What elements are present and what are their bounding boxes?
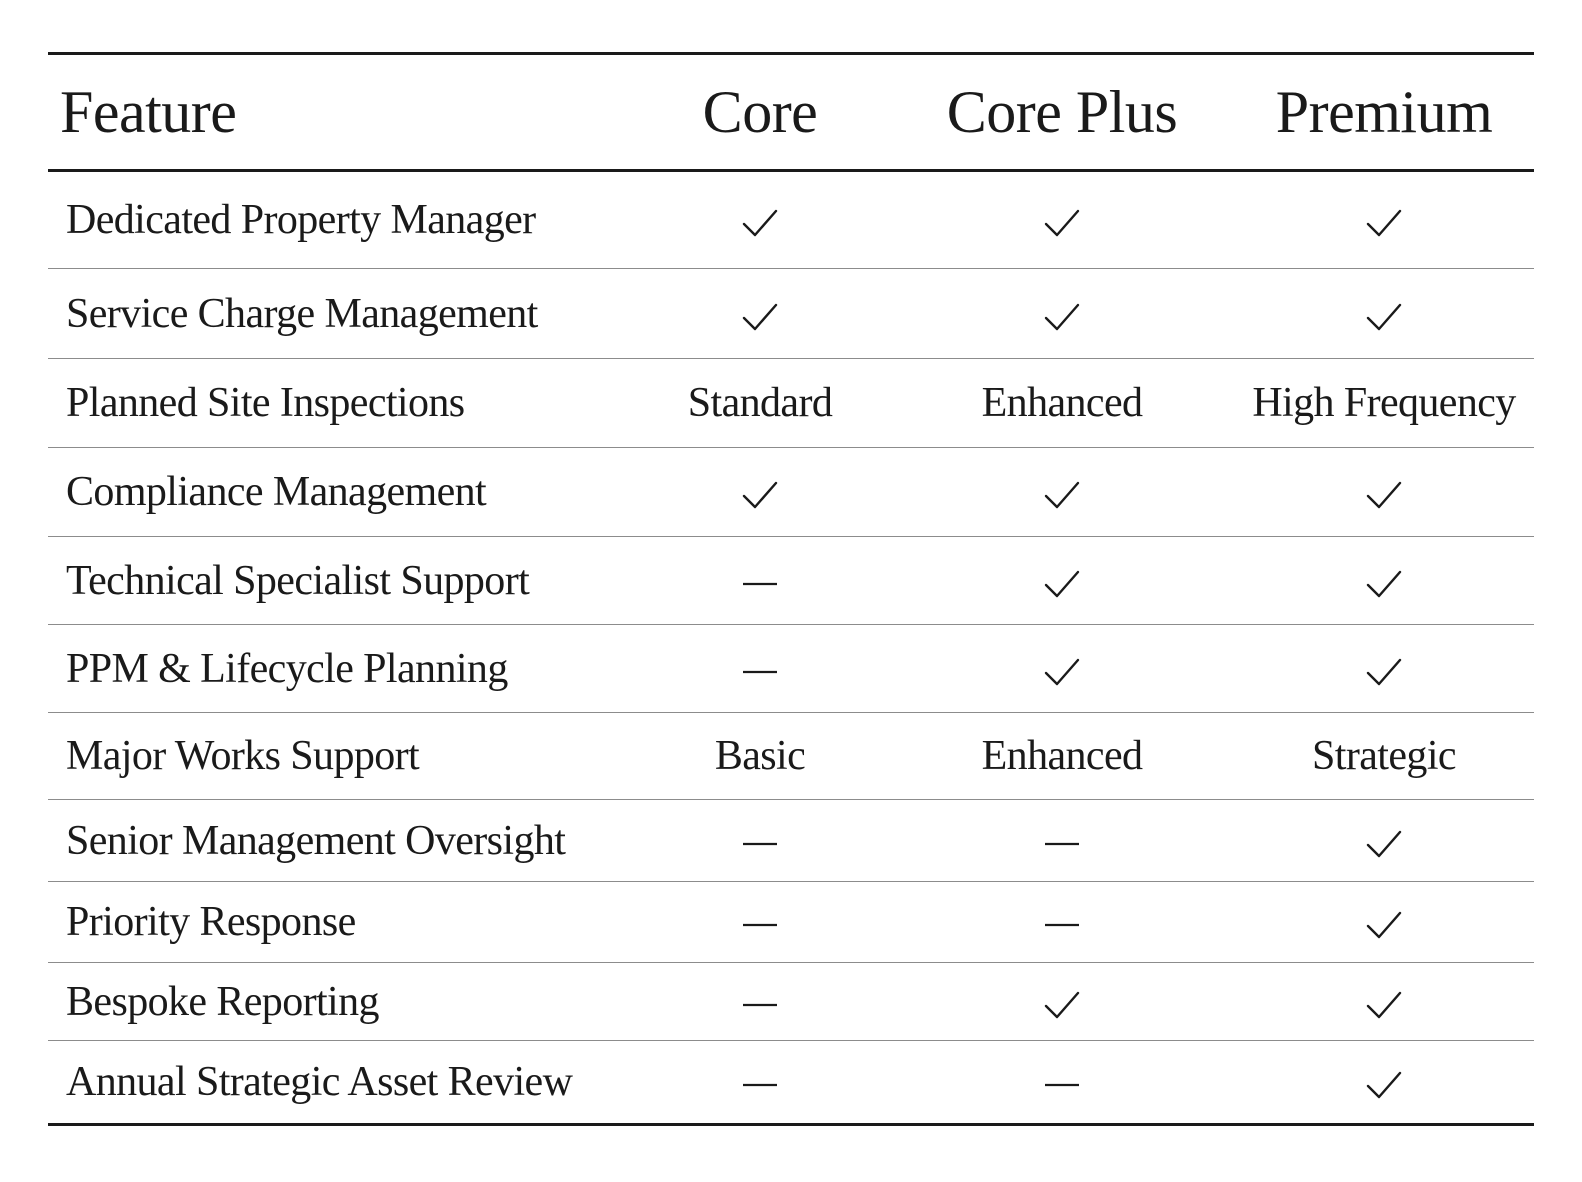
check-icon: [1364, 568, 1404, 600]
check-icon: [1042, 989, 1082, 1021]
feature-name: Planned Site Inspections: [66, 380, 465, 426]
core-value: [630, 1041, 890, 1125]
check-icon: [740, 207, 780, 239]
feature-name: PPM & Lifecycle Planning: [66, 645, 508, 692]
check-icon: [1042, 479, 1082, 511]
dash-icon: [740, 1069, 780, 1101]
table-row: Priority Response: [48, 882, 1534, 963]
check-icon: [740, 301, 780, 333]
core-value: [630, 800, 890, 882]
premium-value: [1234, 269, 1534, 359]
check-icon: [1042, 207, 1082, 239]
check-icon: [1042, 568, 1082, 600]
premium-value: [1234, 448, 1534, 537]
check-icon: [1364, 909, 1404, 941]
table-header-row: Feature Core Core Plus Premium: [48, 53, 1534, 171]
core-plus-value: Enhanced: [890, 713, 1234, 800]
table-row: PPM & Lifecycle Planning: [48, 625, 1534, 713]
core-plus-value: [890, 625, 1234, 713]
table-row: Planned Site Inspections Standard Enhanc…: [48, 359, 1534, 448]
check-icon: [1364, 1069, 1404, 1101]
feature-name: Priority Response: [66, 899, 356, 945]
premium-value: Strategic: [1234, 713, 1534, 800]
check-icon: [740, 479, 780, 511]
check-icon: [1364, 989, 1404, 1021]
column-header-core-plus: Core Plus: [946, 78, 1178, 145]
feature-name: Service Charge Management: [66, 290, 538, 337]
table-row: Bespoke Reporting: [48, 963, 1534, 1041]
premium-value: [1234, 882, 1534, 963]
core-value: [630, 963, 890, 1041]
feature-name: Compliance Management: [66, 469, 487, 515]
core-plus-value: [890, 1041, 1234, 1125]
dash-icon: [740, 568, 780, 600]
feature-comparison-table: Feature Core Core Plus Premium Dedicated…: [48, 52, 1534, 1126]
dash-icon: [740, 828, 780, 860]
dash-icon: [1042, 828, 1082, 860]
check-icon: [1364, 301, 1404, 333]
feature-name: Major Works Support: [66, 733, 420, 779]
tier-value-text: High Frequency: [1252, 380, 1516, 426]
feature-name: Dedicated Property Manager: [66, 197, 536, 243]
core-plus-value: [890, 171, 1234, 269]
core-value: Basic: [630, 713, 890, 800]
table-row: Dedicated Property Manager: [48, 171, 1534, 269]
core-plus-value: [890, 963, 1234, 1041]
feature-name: Bespoke Reporting: [66, 978, 380, 1025]
column-header-premium: Premium: [1275, 78, 1493, 145]
table-row: Technical Specialist Support: [48, 537, 1534, 625]
tier-value-text: Basic: [714, 733, 806, 779]
tier-value-text: Standard: [687, 380, 833, 426]
core-value: [630, 448, 890, 537]
table-row: Annual Strategic Asset Review: [48, 1041, 1534, 1125]
tier-value-text: Enhanced: [981, 733, 1143, 779]
column-header-feature: Feature: [60, 78, 237, 145]
feature-comparison-table-container: Feature Core Core Plus Premium Dedicated…: [48, 52, 1534, 1126]
feature-name: Technical Specialist Support: [66, 557, 530, 604]
check-icon: [1364, 828, 1404, 860]
dash-icon: [740, 909, 780, 941]
core-plus-value: [890, 269, 1234, 359]
tier-value-text: Enhanced: [981, 380, 1143, 426]
core-plus-value: Enhanced: [890, 359, 1234, 448]
dash-icon: [1042, 909, 1082, 941]
core-value: [630, 171, 890, 269]
core-value: [630, 882, 890, 963]
core-value: [630, 625, 890, 713]
premium-value: [1234, 1041, 1534, 1125]
feature-name: Annual Strategic Asset Review: [66, 1059, 573, 1105]
core-plus-value: [890, 537, 1234, 625]
table-row: Compliance Management: [48, 448, 1534, 537]
dash-icon: [740, 656, 780, 688]
check-icon: [1042, 301, 1082, 333]
premium-value: High Frequency: [1234, 359, 1534, 448]
table-row: Service Charge Management: [48, 269, 1534, 359]
core-plus-value: [890, 448, 1234, 537]
check-icon: [1364, 207, 1404, 239]
premium-value: [1234, 537, 1534, 625]
check-icon: [1364, 479, 1404, 511]
core-value: Standard: [630, 359, 890, 448]
check-icon: [1364, 656, 1404, 688]
core-value: [630, 269, 890, 359]
core-plus-value: [890, 800, 1234, 882]
table-row: Senior Management Oversight: [48, 800, 1534, 882]
premium-value: [1234, 171, 1534, 269]
premium-value: [1234, 800, 1534, 882]
tier-value-text: Strategic: [1312, 733, 1456, 779]
column-header-core: Core: [702, 78, 818, 145]
check-icon: [1042, 656, 1082, 688]
dash-icon: [1042, 1069, 1082, 1101]
premium-value: [1234, 963, 1534, 1041]
dash-icon: [740, 989, 780, 1021]
feature-name: Senior Management Oversight: [66, 817, 566, 864]
table-row: Major Works Support Basic Enhanced Strat…: [48, 713, 1534, 800]
core-value: [630, 537, 890, 625]
core-plus-value: [890, 882, 1234, 963]
premium-value: [1234, 625, 1534, 713]
